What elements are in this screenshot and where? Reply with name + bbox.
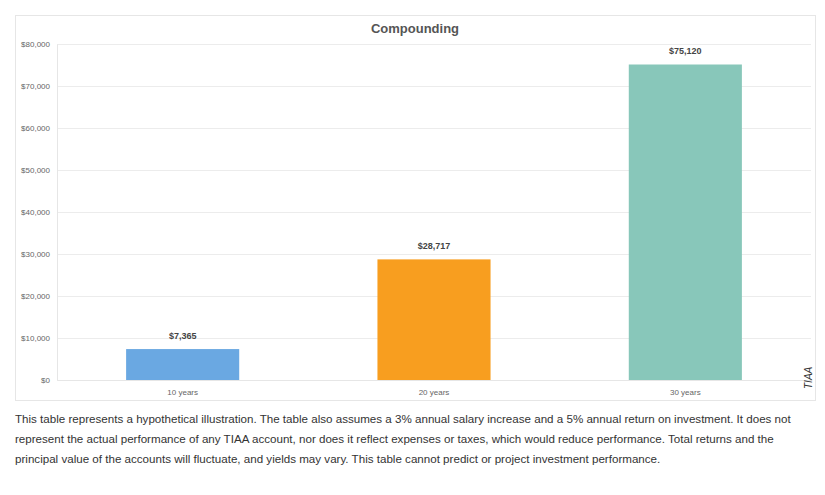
x-axis-line: [58, 380, 812, 381]
x-tick: 30 years: [670, 380, 701, 397]
x-tick: 10 years: [167, 380, 198, 397]
data-label: $75,120: [669, 46, 702, 56]
x-tick-label: 10 years: [167, 388, 198, 397]
y-tick: $20,000: [21, 292, 57, 301]
grid-line: [57, 44, 811, 45]
y-tick-label: $20,000: [21, 292, 50, 301]
bar: [377, 259, 490, 380]
y-tick: $60,000: [21, 124, 57, 133]
y-tick-label: $30,000: [21, 250, 50, 259]
bar: [126, 349, 239, 380]
x-tick-label: 30 years: [670, 388, 701, 397]
y-tick: $0: [41, 376, 57, 385]
y-tick: $10,000: [21, 334, 57, 343]
grid-line: [57, 380, 811, 381]
x-tick-label: 20 years: [419, 388, 450, 397]
y-tick-label: $40,000: [21, 208, 50, 217]
data-labels: $7,365 $28,717 $75,120: [169, 46, 702, 341]
y-tick: $50,000: [21, 166, 57, 175]
y-tick-label: $70,000: [21, 82, 50, 91]
caption: This table represents a hypothetical ill…: [15, 409, 815, 469]
y-tick-label: $0: [41, 376, 50, 385]
data-label: $7,365: [169, 331, 197, 341]
y-tick: $30,000: [21, 250, 57, 259]
y-tick-label: $10,000: [21, 334, 50, 343]
x-tick: 20 years: [419, 380, 450, 397]
chart-title: Compounding: [371, 21, 459, 36]
source-mark: TIAA: [803, 366, 814, 389]
chart-frame: [16, 16, 816, 401]
grid: [57, 45, 811, 381]
y-axis: $0 $10,000 $20,000 $30,000 $40,000 $50,000 $60…: [21, 40, 57, 385]
y-tick-label: $80,000: [21, 40, 50, 49]
y-tick: $40,000: [21, 208, 57, 217]
bar: [629, 64, 742, 380]
x-axis: 10 years 20 years 30 years: [58, 380, 812, 397]
y-tick-label: $60,000: [21, 124, 50, 133]
y-tick: $80,000: [21, 40, 57, 49]
y-tick: $70,000: [21, 82, 57, 91]
data-label: $28,717: [418, 241, 451, 251]
bars: [126, 64, 742, 380]
y-tick-label: $50,000: [21, 166, 50, 175]
y-axis-line: [57, 45, 58, 381]
